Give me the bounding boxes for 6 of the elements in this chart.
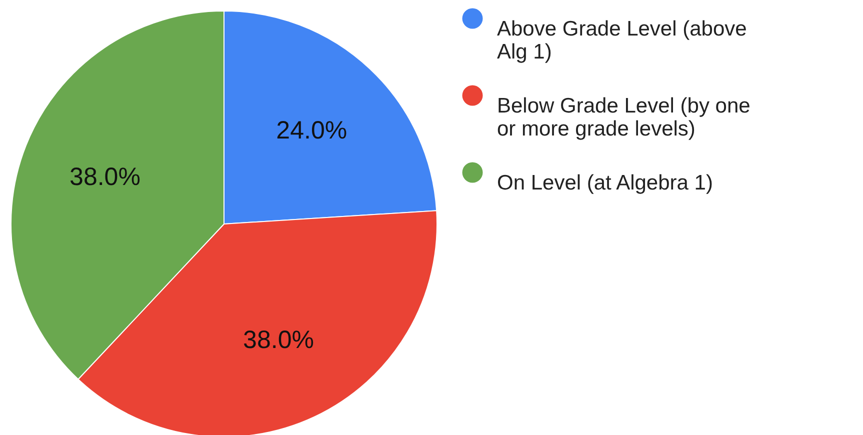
data-label: 38.0%	[70, 162, 140, 191]
legend-label: Above Grade Level (above Alg 1)	[497, 18, 747, 64]
legend-label: On Level (at Algebra 1)	[497, 172, 713, 194]
data-label: 38.0%	[243, 326, 314, 354]
legend-label: Below Grade Level (by one or more grade levels)	[497, 94, 750, 140]
data-label: 24.0%	[276, 116, 348, 145]
